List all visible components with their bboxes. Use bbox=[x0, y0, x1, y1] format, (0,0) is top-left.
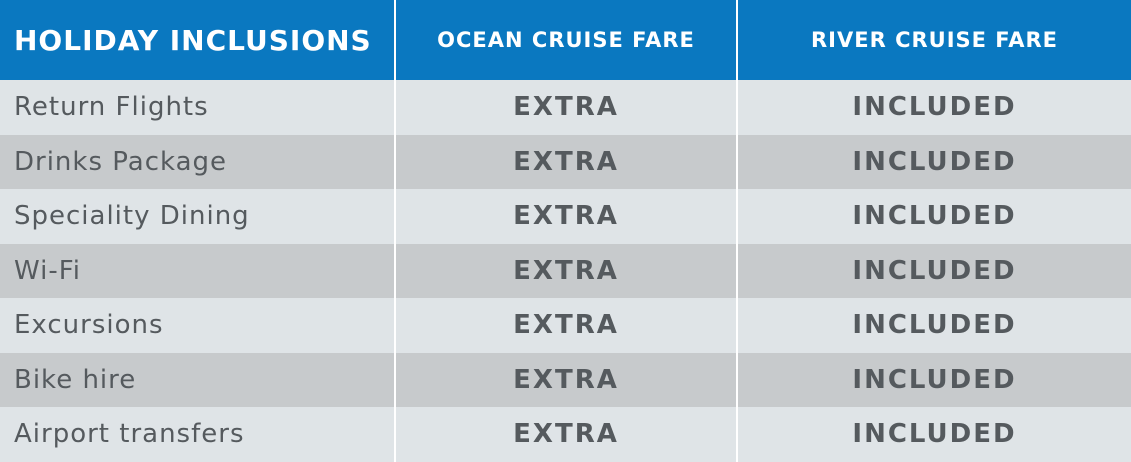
fare-cell: INCLUDED bbox=[736, 407, 1131, 462]
header-cell: HOLIDAY INCLUSIONS bbox=[0, 0, 395, 80]
header-row: HOLIDAY INCLUSIONS OCEAN CRUISE FARE RIVER… bbox=[0, 0, 1131, 80]
fare-cell: EXTRA bbox=[394, 134, 737, 189]
fare-cell: INCLUDED bbox=[736, 189, 1131, 244]
table-body: Return Flights EXTRA INCLUDED Drinks Packag… bbox=[0, 80, 1131, 462]
table-row: Drinks Package EXTRA INCLUDED bbox=[0, 134, 1131, 189]
table-row: Excursions EXTRA INCLUDED bbox=[0, 298, 1131, 353]
fare-cell: EXTRA bbox=[394, 407, 737, 462]
table-row: Speciality Dining EXTRA INCLUDED bbox=[0, 189, 1131, 244]
inclusion-cell: Drinks Package bbox=[0, 134, 395, 189]
fare-cell: EXTRA bbox=[394, 80, 737, 135]
inclusion-cell: Airport transfers bbox=[0, 407, 395, 462]
fare-cell: EXTRA bbox=[394, 189, 737, 244]
header-cell: RIVER CRUISE FARE bbox=[736, 0, 1131, 80]
table-row: Return Flights EXTRA INCLUDED bbox=[0, 80, 1131, 135]
inclusion-cell: Excursions bbox=[0, 298, 395, 353]
fare-cell: INCLUDED bbox=[736, 134, 1131, 189]
fare-cell: INCLUDED bbox=[736, 80, 1131, 135]
table-row: Bike hire EXTRA INCLUDED bbox=[0, 352, 1131, 407]
fare-cell: INCLUDED bbox=[736, 243, 1131, 298]
inclusion-cell: Wi-Fi bbox=[0, 243, 395, 298]
table-row: Wi-Fi EXTRA INCLUDED bbox=[0, 243, 1131, 298]
fare-cell: INCLUDED bbox=[736, 352, 1131, 407]
inclusion-cell: Speciality Dining bbox=[0, 189, 395, 244]
fare-cell: EXTRA bbox=[394, 243, 737, 298]
table-row: Airport transfers EXTRA INCLUDED bbox=[0, 407, 1131, 462]
inclusion-cell: Return Flights bbox=[0, 80, 395, 135]
fare-cell: EXTRA bbox=[394, 298, 737, 353]
header-cell: OCEAN CRUISE FARE bbox=[394, 0, 737, 80]
fare-cell: EXTRA bbox=[394, 352, 737, 407]
inclusion-cell: Bike hire bbox=[0, 352, 395, 407]
fare-cell: INCLUDED bbox=[736, 298, 1131, 353]
